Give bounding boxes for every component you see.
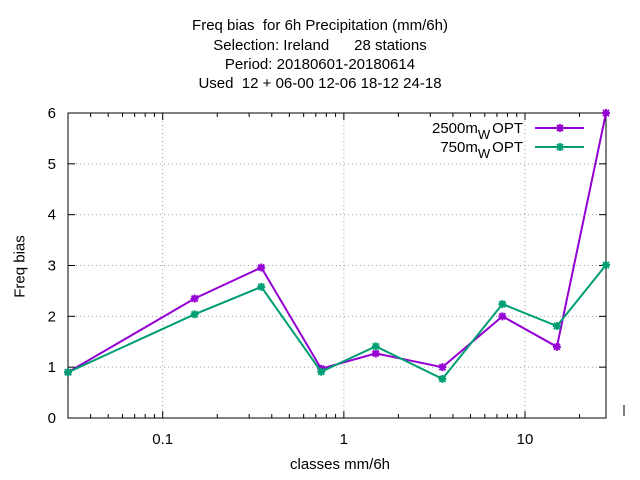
data-point <box>438 374 447 383</box>
data-point <box>552 342 561 351</box>
x-tick-label: 0.1 <box>152 431 173 448</box>
y-tick-label: 5 <box>48 156 56 173</box>
y-tick-label: 2 <box>48 308 56 325</box>
y-tick-label: 1 <box>48 359 56 376</box>
legend-label-0: 2500mW OPT <box>432 120 523 142</box>
data-point <box>257 282 266 291</box>
grid <box>68 113 606 418</box>
y-tick-label: 0 <box>48 410 56 427</box>
y-axis-label: Freq bias <box>11 235 29 298</box>
data-point <box>498 312 507 321</box>
y-tick-label: 4 <box>48 207 56 224</box>
title-line-3: Period: 20180601-20180614 <box>224 56 416 73</box>
data-point <box>190 294 199 303</box>
axis-ticks: 0 1 2 3 4 5 6 0.1 1 10 <box>48 105 625 448</box>
data-point <box>64 368 72 377</box>
y-tick-label: 6 <box>48 105 56 122</box>
legend-label-1: 750mW OPT <box>440 139 523 161</box>
title-line-2: Selection: Ireland 28 stations <box>213 37 427 54</box>
y-tick-label: 3 <box>48 258 56 275</box>
x-axis-label: classes mm/6h <box>289 456 391 473</box>
legend-marker-0 <box>556 124 564 132</box>
data-point <box>371 342 380 351</box>
x-tick-label: 1 <box>340 431 348 448</box>
series-lines <box>64 109 610 383</box>
data-point <box>317 367 326 376</box>
data-point <box>498 300 507 309</box>
legend-marker-1 <box>556 143 564 151</box>
data-point <box>371 349 380 358</box>
title-line-1: Freq bias for 6h Precipitation (mm/6h) <box>192 17 448 34</box>
data-point <box>552 321 561 330</box>
data-point <box>190 310 199 319</box>
data-point <box>602 109 610 117</box>
data-point <box>602 260 610 269</box>
data-point <box>257 263 266 272</box>
x-tick-label: 10 <box>517 431 534 448</box>
title-line-4: Used 12 + 06-00 12-06 18-12 24-18 <box>198 75 442 92</box>
data-point <box>438 363 447 372</box>
